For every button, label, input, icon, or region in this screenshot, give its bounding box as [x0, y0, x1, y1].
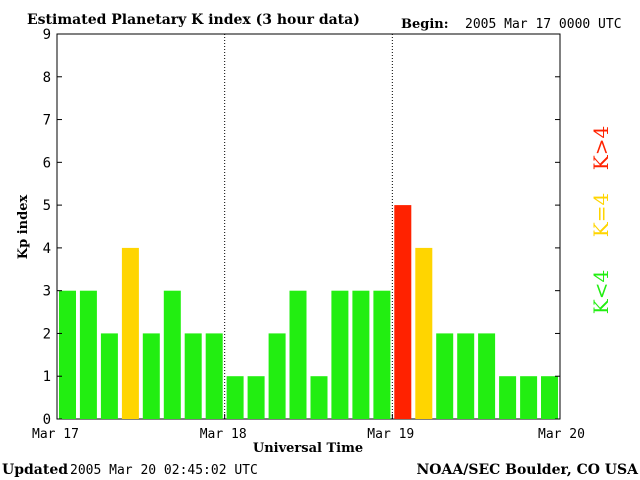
- kp-bar: [100, 333, 118, 419]
- y-tick-label: 4: [43, 241, 51, 257]
- x-tick-label: Mar 19: [367, 427, 414, 442]
- y-tick-label: 5: [43, 198, 51, 214]
- kp-bar: [499, 376, 517, 419]
- kp-bar: [79, 290, 97, 419]
- kp-bar: [121, 247, 139, 419]
- y-tick-label: 9: [43, 27, 51, 43]
- x-tick-label: Mar 20: [538, 427, 585, 442]
- legend-k-greater-4: K>4: [589, 126, 613, 170]
- kp-bar: [163, 290, 181, 419]
- y-tick-label: 7: [43, 113, 51, 129]
- source-credit: NOAA/SEC Boulder, CO USA: [417, 462, 640, 478]
- kp-bar: [59, 290, 76, 419]
- x-axis-label: Universal Time: [253, 441, 363, 456]
- kp-bar: [205, 333, 223, 419]
- kp-bar: [268, 333, 286, 419]
- x-tick-label: Mar 18: [200, 427, 247, 442]
- kp-bar: [352, 290, 370, 419]
- kp-bar: [184, 333, 202, 419]
- legend-k-less-4: K<4: [589, 270, 613, 314]
- y-axis-label: Kp index: [16, 195, 31, 260]
- kp-bars: [59, 205, 558, 419]
- kp-bar: [415, 247, 433, 419]
- chart-title: Estimated Planetary K index (3 hour data…: [27, 12, 360, 28]
- y-tick-label: 1: [43, 369, 51, 385]
- begin-value: 2005 Mar 17 0000 UTC: [465, 17, 622, 32]
- kp-bar: [142, 333, 160, 419]
- kp-bar: [247, 376, 265, 419]
- y-tick-label: 0: [43, 412, 51, 428]
- kp-bar: [226, 376, 244, 419]
- plot-frame: [56, 33, 561, 420]
- kp-bar: [331, 290, 349, 419]
- y-tick-label: 3: [43, 284, 51, 300]
- kp-bar: [520, 376, 538, 419]
- day-separators: [224, 34, 393, 419]
- x-tick-label: Mar 17: [32, 427, 79, 442]
- kp-bar: [457, 333, 475, 419]
- kp-bar: [478, 333, 496, 419]
- kp-bar: [541, 376, 558, 419]
- y-tick-label: 2: [43, 326, 51, 342]
- updated-value: 2005 Mar 20 02:45:02 UTC: [70, 463, 258, 478]
- kp-bar: [373, 290, 391, 419]
- y-ticks: 0 1 2 3 4 5 6 7 8 9: [43, 27, 560, 428]
- x-ticks: Mar 17 Mar 18 Mar 19 Mar 20: [32, 414, 585, 442]
- kp-bar: [310, 376, 328, 419]
- legend-k-equal-4: K=4: [589, 193, 613, 237]
- kp-bar: [394, 205, 412, 419]
- kp-bar: [436, 333, 454, 419]
- kp-bar: [289, 290, 307, 419]
- y-tick-label: 6: [43, 155, 51, 171]
- updated-label: Updated: [2, 462, 68, 478]
- begin-label: Begin:: [401, 17, 449, 32]
- y-tick-label: 8: [43, 70, 51, 86]
